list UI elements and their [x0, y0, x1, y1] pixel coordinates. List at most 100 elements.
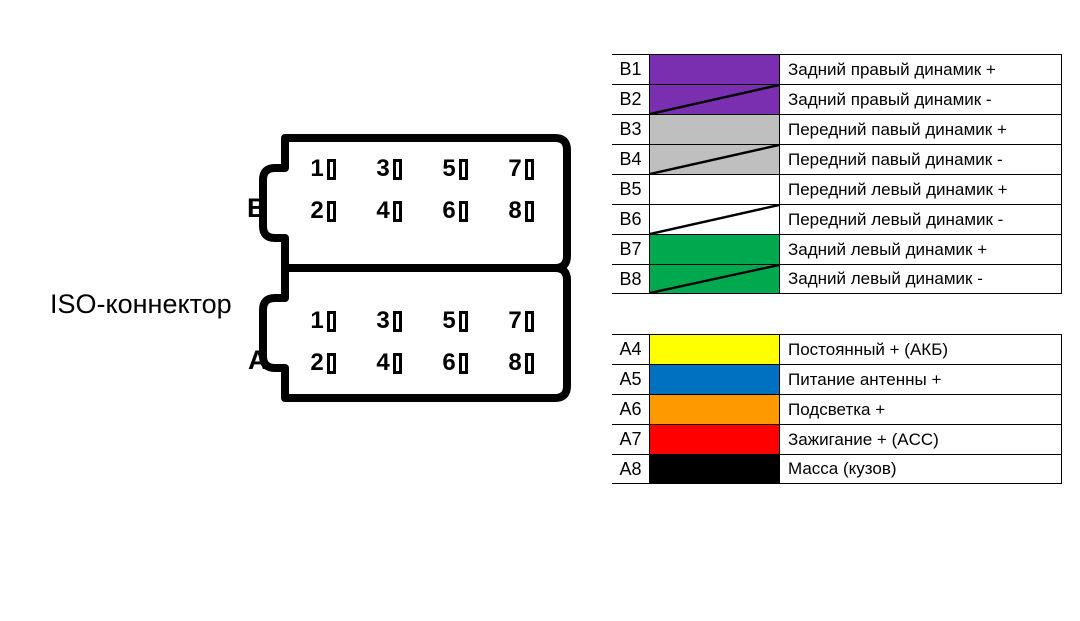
legend-description: Масса (кузов)	[780, 455, 1061, 483]
legend-row: B6 Передний левый динамик -	[612, 204, 1062, 234]
pin-number: 7	[508, 307, 521, 335]
pin-number: 5	[442, 155, 455, 183]
legend-color-swatch	[650, 55, 780, 84]
legend-gap	[612, 294, 1062, 334]
pin-slot-icon	[525, 311, 534, 332]
pin-number: 4	[376, 197, 389, 225]
legend-group-b: B1Задний правый динамик +B2Задний правый…	[612, 54, 1062, 294]
legend-code: A7	[612, 425, 650, 454]
legend-table: B1Задний правый динамик +B2Задний правый…	[612, 54, 1062, 484]
legend-description: Питание антенны +	[780, 365, 1061, 394]
pin-b-8: 8	[500, 197, 542, 225]
pin-a-6: 6	[434, 349, 476, 377]
pin-a-3: 3	[368, 307, 410, 335]
legend-code: B2	[612, 85, 650, 114]
legend-code: A6	[612, 395, 650, 424]
legend-color-swatch	[650, 85, 780, 114]
slash-icon	[650, 265, 779, 293]
pin-number: 4	[376, 349, 389, 377]
legend-group-a: A4Постоянный + (АКБ)A5Питание антенны +A…	[612, 334, 1062, 484]
legend-description: Передний павый динамик +	[780, 115, 1061, 144]
pin-number: 1	[310, 155, 323, 183]
legend-row: A4 Постоянный + (АКБ)	[612, 334, 1062, 364]
legend-code: B8	[612, 265, 650, 293]
pin-number: 1	[310, 307, 323, 335]
legend-color-swatch	[650, 425, 780, 454]
pin-slot-icon	[459, 159, 468, 180]
legend-description: Задний левый динамик -	[780, 265, 1061, 293]
pin-number: 2	[310, 349, 323, 377]
pin-b-5: 5	[434, 155, 476, 183]
legend-code: A5	[612, 365, 650, 394]
pin-b-2: 2	[302, 197, 344, 225]
pin-number: 2	[310, 197, 323, 225]
pin-slot-icon	[459, 353, 468, 374]
legend-description: Задний левый динамик +	[780, 235, 1061, 264]
legend-row: B4 Передний павый динамик -	[612, 144, 1062, 174]
pin-a-7: 7	[500, 307, 542, 335]
pin-grid-b: 1 3 5 7 2 4 6 8	[302, 155, 542, 225]
slash-icon	[650, 145, 779, 174]
connector-title: ISO-коннектор	[50, 289, 232, 320]
pin-grid-a: 1 3 5 7 2 4 6 8	[302, 307, 542, 377]
legend-color-swatch	[650, 395, 780, 424]
legend-row: B5 Передний левый динамик +	[612, 174, 1062, 204]
pin-number: 7	[508, 155, 521, 183]
legend-color-swatch	[650, 115, 780, 144]
legend-row: A8Масса (кузов)	[612, 454, 1062, 484]
legend-description: Передний павый динамик -	[780, 145, 1061, 174]
legend-code: B3	[612, 115, 650, 144]
pin-number: 8	[508, 197, 521, 225]
pin-number: 8	[508, 349, 521, 377]
pin-slot-icon	[327, 201, 336, 222]
slash-icon	[650, 205, 779, 234]
pin-a-5: 5	[434, 307, 476, 335]
legend-row: A7 Зажигание + (ACC)	[612, 424, 1062, 454]
legend-color-swatch	[650, 365, 780, 394]
pin-a-1: 1	[302, 307, 344, 335]
legend-color-swatch	[650, 145, 780, 174]
diagram-root: ISO-коннектор B A 1 3 5 7 2 4 6 8 1 3 5 …	[0, 0, 1080, 621]
legend-row: B3 Передний павый динамик +	[612, 114, 1062, 144]
pin-number: 5	[442, 307, 455, 335]
pin-slot-icon	[393, 201, 402, 222]
pin-slot-icon	[393, 159, 402, 180]
pin-slot-icon	[327, 159, 336, 180]
pin-b-6: 6	[434, 197, 476, 225]
legend-code: B1	[612, 55, 650, 84]
pin-b-7: 7	[500, 155, 542, 183]
legend-description: Передний левый динамик -	[780, 205, 1061, 234]
legend-color-swatch	[650, 335, 780, 364]
legend-row: B1Задний правый динамик +	[612, 54, 1062, 84]
legend-color-swatch	[650, 175, 780, 204]
slash-icon	[650, 85, 779, 114]
pin-b-1: 1	[302, 155, 344, 183]
pin-slot-icon	[393, 311, 402, 332]
legend-code: B6	[612, 205, 650, 234]
legend-description: Передний левый динамик +	[780, 175, 1061, 204]
legend-description: Зажигание + (ACC)	[780, 425, 1061, 454]
pin-slot-icon	[525, 159, 534, 180]
pin-slot-icon	[459, 311, 468, 332]
pin-b-4: 4	[368, 197, 410, 225]
legend-description: Подсветка +	[780, 395, 1061, 424]
legend-row: B2Задний правый динамик -	[612, 84, 1062, 114]
pin-number: 6	[442, 349, 455, 377]
legend-code: B7	[612, 235, 650, 264]
legend-color-swatch	[650, 235, 780, 264]
pin-slot-icon	[393, 353, 402, 374]
legend-code: B4	[612, 145, 650, 174]
pin-slot-icon	[525, 353, 534, 374]
pin-number: 6	[442, 197, 455, 225]
pin-a-2: 2	[302, 349, 344, 377]
legend-code: A4	[612, 335, 650, 364]
legend-row: A6 Подсветка +	[612, 394, 1062, 424]
legend-description: Постоянный + (АКБ)	[780, 335, 1061, 364]
pin-number: 3	[376, 307, 389, 335]
pin-slot-icon	[327, 353, 336, 374]
legend-color-swatch	[650, 455, 780, 483]
pin-b-3: 3	[368, 155, 410, 183]
pin-number: 3	[376, 155, 389, 183]
legend-code: B5	[612, 175, 650, 204]
legend-color-swatch	[650, 265, 780, 293]
